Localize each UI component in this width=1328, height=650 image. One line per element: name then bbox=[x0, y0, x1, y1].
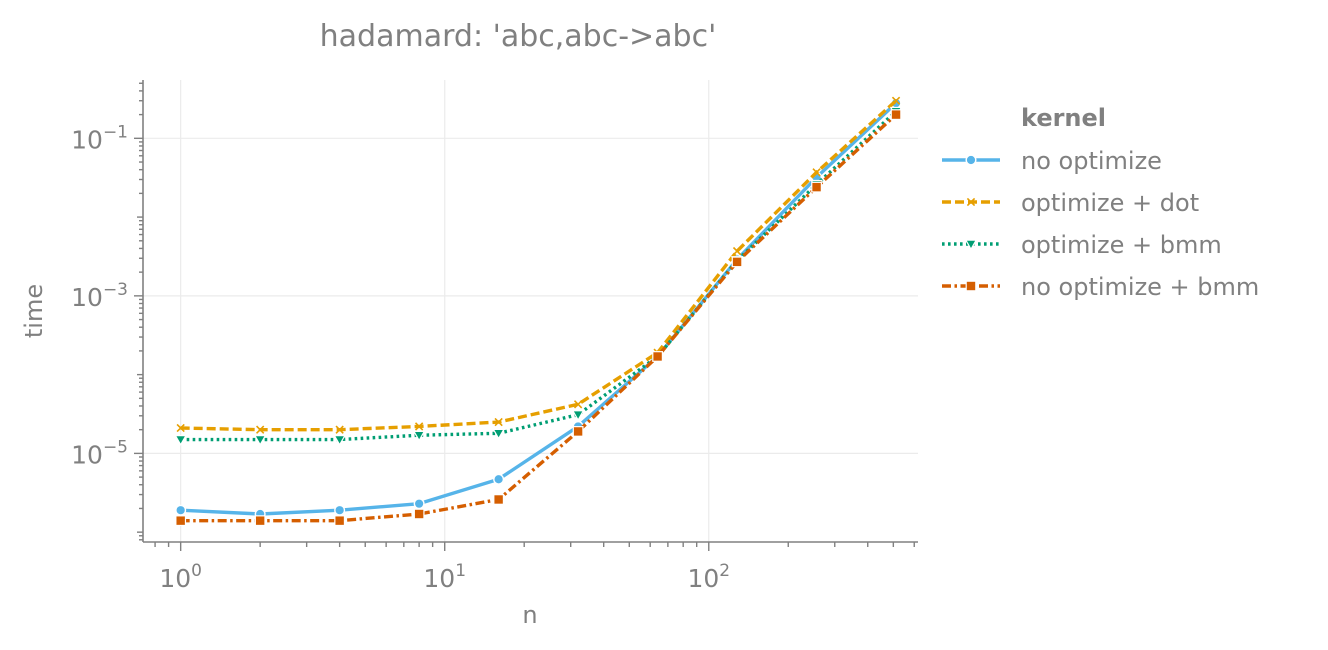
legend-label-1: optimize + dot bbox=[1021, 189, 1199, 217]
data-point-1-0 bbox=[176, 423, 185, 433]
chart-title: hadamard: 'abc,abc->abc' bbox=[320, 19, 717, 54]
data-point-3-4 bbox=[493, 494, 505, 505]
data-point-3-2 bbox=[334, 515, 346, 527]
data-point-2-0 bbox=[174, 435, 187, 446]
data-point-3-7 bbox=[731, 256, 743, 268]
legend-marker-2 bbox=[964, 239, 978, 251]
y-axis-label: time bbox=[20, 284, 48, 338]
data-point-3-9 bbox=[890, 109, 902, 121]
data-point-2-5 bbox=[571, 410, 585, 422]
x-tick-label-2: 102 bbox=[687, 561, 730, 593]
data-point-1-1 bbox=[255, 425, 265, 434]
x-tick-label-0: 100 bbox=[159, 561, 202, 593]
legend-marker-1 bbox=[966, 197, 976, 207]
data-point-3-5 bbox=[572, 426, 584, 437]
grid bbox=[143, 80, 918, 542]
series-line-3 bbox=[180, 113, 898, 523]
legend-label-3: no optimize + bmm bbox=[1021, 273, 1259, 301]
data-point-1-3 bbox=[414, 422, 424, 431]
data-point-1-2 bbox=[335, 425, 344, 434]
data-point-1-5 bbox=[573, 400, 583, 409]
series-line-2 bbox=[180, 110, 898, 442]
data-point-1-4 bbox=[494, 417, 503, 427]
data-point-3-8 bbox=[811, 181, 822, 193]
series-line-1 bbox=[180, 99, 898, 432]
data-point-2-1 bbox=[253, 435, 267, 446]
series-2 bbox=[174, 106, 903, 446]
data-point-0-2 bbox=[334, 504, 346, 516]
data-series bbox=[174, 96, 903, 527]
data-point-2-2 bbox=[333, 435, 346, 446]
x-tick-label-1: 101 bbox=[423, 561, 466, 593]
data-point-0-3 bbox=[413, 498, 425, 510]
y-tick-label-0: 10−5 bbox=[71, 437, 128, 469]
data-point-3-0 bbox=[175, 515, 187, 527]
data-point-1-8 bbox=[812, 168, 821, 177]
legend-title: kernel bbox=[1021, 104, 1106, 132]
data-point-3-6 bbox=[652, 351, 663, 362]
axes-spines bbox=[142, 80, 918, 543]
series-3 bbox=[175, 109, 902, 527]
data-point-0-4 bbox=[493, 473, 505, 485]
legend: kernel no optimize optimize + dot optimize… bbox=[942, 104, 1259, 301]
legend-label-0: no optimize bbox=[1021, 147, 1162, 175]
legend-label-2: optimize + bmm bbox=[1021, 231, 1222, 259]
y-tick-label-2: 10−1 bbox=[71, 122, 128, 154]
y-tick-label-1: 10−3 bbox=[71, 280, 128, 312]
series-0 bbox=[175, 97, 902, 520]
series-line-0 bbox=[180, 101, 898, 516]
data-point-2-4 bbox=[492, 428, 505, 440]
data-point-3-3 bbox=[413, 508, 425, 520]
data-point-3-1 bbox=[254, 515, 266, 527]
data-point-2-3 bbox=[412, 430, 426, 442]
data-point-1-9 bbox=[891, 96, 901, 105]
legend-marker-0 bbox=[965, 154, 977, 166]
legend-marker-3 bbox=[965, 280, 977, 292]
data-point-0-0 bbox=[175, 504, 187, 516]
series-1 bbox=[176, 96, 901, 434]
ticks: 100 101 102 10−5 10−3 10−1 bbox=[71, 82, 915, 593]
x-axis-label: n bbox=[522, 601, 537, 629]
data-point-1-7 bbox=[732, 246, 742, 256]
